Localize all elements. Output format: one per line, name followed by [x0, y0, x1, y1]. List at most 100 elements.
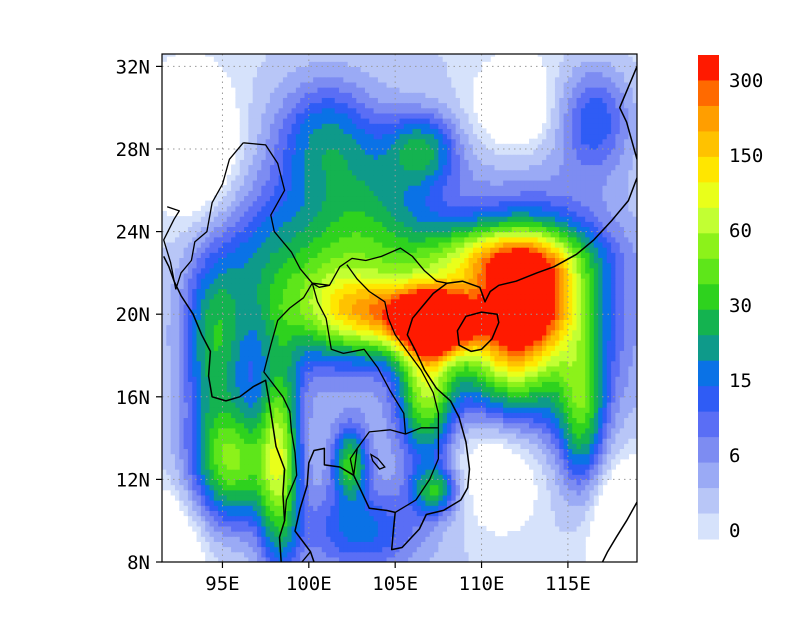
- precip-cell: [373, 370, 379, 377]
- precip-cell: [313, 515, 319, 522]
- precip-cell: [252, 417, 258, 424]
- precip-cell: [490, 309, 496, 315]
- precip-cell: [468, 551, 474, 558]
- precip-cell: [554, 438, 560, 444]
- precip-cell: [619, 396, 625, 403]
- precip-cell: [248, 479, 254, 486]
- precip-cell: [606, 422, 612, 429]
- precip-cell: [416, 401, 422, 408]
- precip-cell: [231, 546, 237, 553]
- precip-cell: [546, 448, 552, 455]
- precip-cell: [360, 401, 366, 408]
- precip-cell: [580, 412, 586, 419]
- precip-cell: [313, 489, 319, 496]
- precip-cell: [330, 541, 336, 548]
- precip-cell: [472, 551, 478, 558]
- precip-cell: [330, 345, 336, 351]
- precip-cell: [360, 551, 366, 558]
- precip-cell: [593, 438, 599, 444]
- precip-cell: [563, 469, 569, 475]
- precip-cell: [300, 438, 306, 444]
- precip-cell: [278, 309, 284, 315]
- precip-cell: [408, 345, 414, 351]
- precip-cell: [313, 500, 319, 506]
- precip-cell: [399, 515, 405, 522]
- precip-cell: [403, 474, 409, 480]
- precip-cell: [265, 494, 271, 501]
- precip-cell: [550, 370, 556, 377]
- precip-cell: [282, 479, 288, 486]
- precip-cell: [429, 370, 435, 377]
- precip-cell: [580, 463, 586, 470]
- precip-cell: [585, 443, 591, 450]
- precip-cell: [352, 381, 357, 388]
- precip-cell: [503, 334, 509, 341]
- precip-cell: [386, 324, 392, 331]
- precip-cell: [567, 309, 573, 315]
- precip-cell: [403, 432, 409, 439]
- precip-cell: [162, 370, 167, 377]
- precip-cell: [567, 303, 573, 310]
- precip-cell: [554, 334, 560, 341]
- precip-cell: [352, 386, 357, 393]
- precip-cell: [580, 484, 586, 491]
- precip-cell: [624, 443, 629, 450]
- precip-cell: [451, 324, 457, 331]
- precip-cell: [481, 365, 487, 372]
- precip-cell: [390, 484, 396, 491]
- precip-cell: [542, 319, 547, 326]
- precip-cell: [222, 319, 228, 326]
- precip-cell: [373, 546, 379, 553]
- precip-cell: [498, 432, 504, 439]
- precip-cell: [559, 329, 565, 336]
- precip-cell: [200, 412, 206, 419]
- precip-cell: [589, 427, 595, 434]
- precip-cell: [308, 365, 314, 372]
- precip-cell: [490, 350, 496, 357]
- precip-cell: [295, 345, 301, 351]
- precip-cell: [537, 531, 543, 537]
- precip-cell: [498, 303, 504, 310]
- precip-cell: [533, 412, 539, 419]
- precip-cell: [377, 531, 383, 537]
- precip-cell: [580, 355, 586, 362]
- precip-cell: [624, 329, 629, 336]
- precip-cell: [252, 458, 258, 465]
- precip-cell: [455, 324, 461, 331]
- precip-cell: [326, 448, 332, 455]
- precip-cell: [317, 469, 323, 475]
- precip-cell: [170, 469, 176, 475]
- precip-cell: [343, 515, 349, 522]
- precip-cell: [585, 334, 591, 341]
- precip-cell: [257, 401, 262, 408]
- precip-cell: [511, 334, 517, 341]
- precip-cell: [520, 531, 526, 537]
- precip-cell: [222, 463, 228, 470]
- precip-cell: [179, 381, 185, 388]
- precip-cell: [490, 546, 496, 553]
- precip-cell: [559, 438, 565, 444]
- precip-cell: [550, 510, 556, 517]
- precip-cell: [408, 370, 414, 377]
- precip-cell: [291, 510, 297, 517]
- precip-cell: [334, 345, 340, 351]
- precip-cell: [585, 309, 591, 315]
- precip-cell: [313, 309, 319, 315]
- precip-cell: [395, 376, 401, 382]
- precip-cell: [282, 536, 288, 542]
- precip-cell: [377, 546, 383, 553]
- precip-cell: [563, 314, 569, 320]
- precip-cell: [295, 309, 301, 315]
- precip-cell: [257, 448, 262, 455]
- precip-cell: [278, 510, 284, 517]
- precip-cell: [524, 396, 530, 403]
- precip-cell: [421, 463, 427, 470]
- precip-cell: [239, 334, 245, 341]
- precip-cell: [235, 360, 241, 367]
- precip-cell: [481, 303, 487, 310]
- precip-cell: [231, 531, 237, 537]
- precip-cell: [399, 463, 405, 470]
- precip-cell: [274, 360, 280, 367]
- precip-cell: [447, 370, 452, 377]
- precip-cell: [511, 329, 517, 336]
